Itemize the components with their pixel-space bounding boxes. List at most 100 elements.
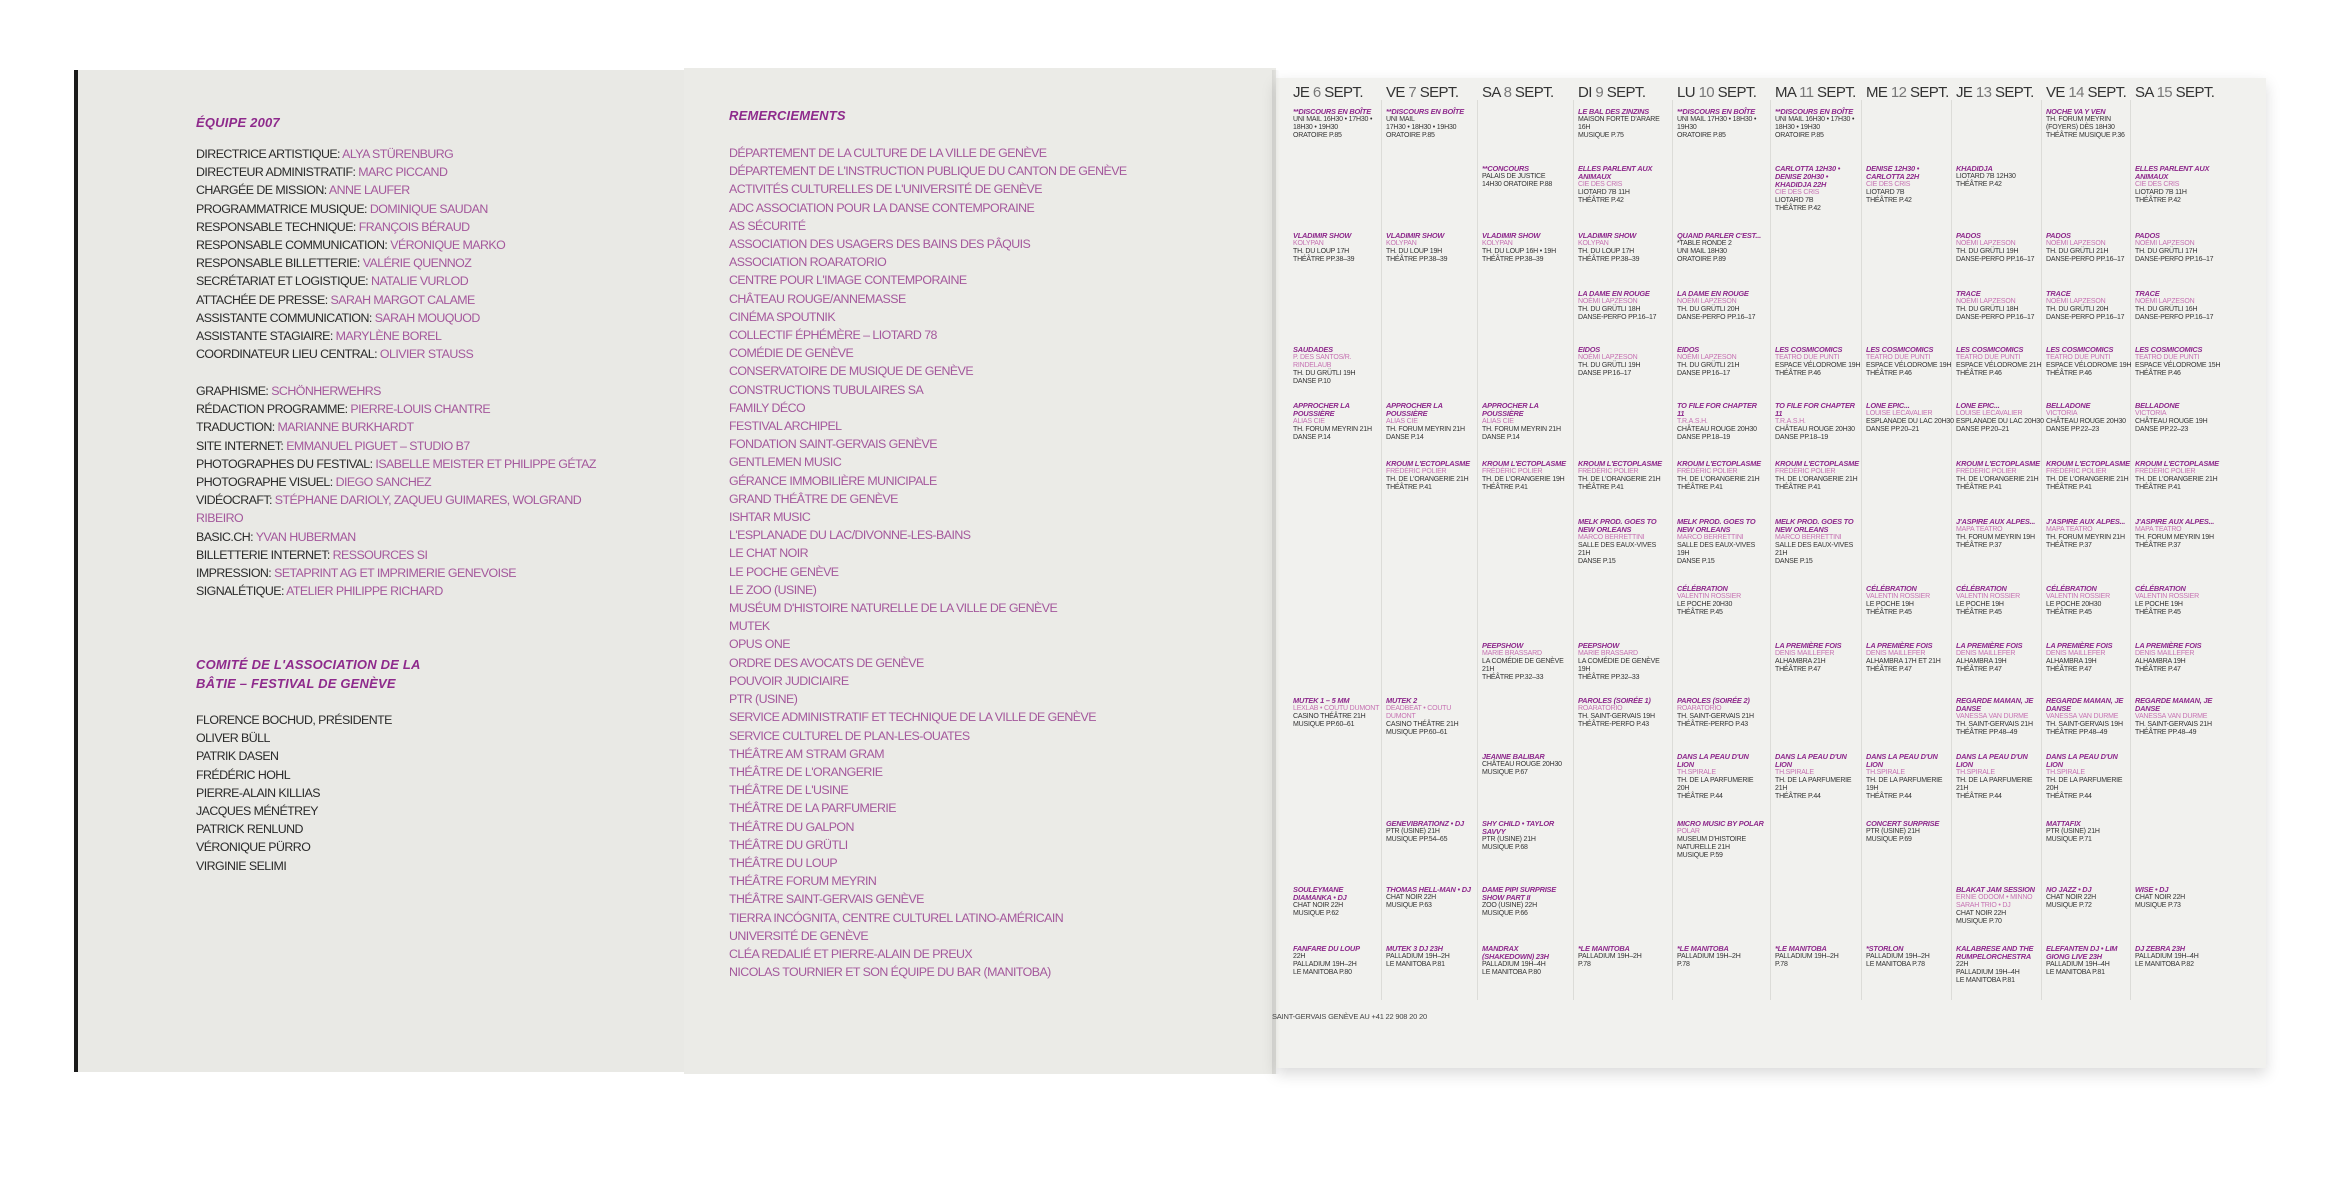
thanks-item: GENTLEMEN MUSIC <box>729 455 842 470</box>
thanks-title: REMERCIEMENTS <box>729 108 846 123</box>
event-title: CÉLÉBRATION <box>2135 584 2186 593</box>
event-company: KOLYPAN <box>1386 240 1417 247</box>
role: BILLETTERIE INTERNET: <box>196 547 330 562</box>
team-row: BILLETTERIE INTERNET: RESSOURCES SI <box>196 546 606 564</box>
event-company: VALENTIN ROSSIER <box>2135 593 2199 600</box>
event-title: KROUM L'ECTOPLASME <box>2135 459 2219 468</box>
day-date: 8 <box>1503 84 1512 101</box>
event-company: KOLYPAN <box>1578 240 1609 247</box>
event-title: APPROCHER LA POUSSIÈRE <box>1482 401 1539 418</box>
event-company: POLAR <box>1677 828 1700 835</box>
event-info: THÉÂTRE MUSIQUE P.36 <box>2046 132 2125 139</box>
person-name: MARC PICCAND <box>358 165 448 180</box>
event-info: THÉÂTRE P.42 <box>1956 181 2002 188</box>
event: LA PREMIÈRE FOIS DENIS MAILLEFER ALHAMBRA … <box>2046 642 2134 674</box>
event-title: CÉLÉBRATION <box>1866 584 1917 593</box>
event-info: CHÂTEAU ROUGE 19H <box>2135 418 2208 425</box>
event-info: P.78 <box>1677 961 1690 968</box>
event: NO JAZZ • DJ CHAT NOIR 22H MUSIQUE P.72 <box>2046 886 2134 910</box>
event: TRACE NOÉMI LAPZESON TH. DU GRÜTLI 16H DANS… <box>2135 290 2223 322</box>
event-info: THÉÂTRE P.42 <box>1866 197 1912 204</box>
role: IMPRESSION: <box>196 566 272 581</box>
event-company: VALENTIN ROSSIER <box>1866 593 1930 600</box>
event-title: LA DAME EN ROUGE <box>1578 289 1650 298</box>
event-info: THÉÂTRE P.41 <box>2135 484 2181 491</box>
day-date: 12 <box>1890 84 1907 101</box>
event: FANFARE DU LOUP 22H PALLADIUM 19H–2H LE MAN… <box>1293 945 1381 977</box>
event-info: MUSIQUE P.67 <box>1482 769 1528 776</box>
event: PADOS NOÉMI LAPZESON TH. DU GRÜTLI 17H DANS… <box>2135 232 2223 264</box>
event-title: CÉLÉBRATION <box>1677 584 1728 593</box>
column-divider <box>1672 100 1673 1000</box>
event-info: ALHAMBRA 19H <box>2046 658 2097 665</box>
event-company: VANESSA VAN DURME <box>2135 713 2208 720</box>
event: MUTEK 1 – 5 MM LEXLAB • COUTU DUMONT CASIN… <box>1293 697 1381 729</box>
event-info: 21H <box>1775 785 1788 792</box>
event-info: DANSE-PERFO PP.16–17 <box>1578 314 1657 321</box>
event-info: ZOO (USINE) 22H <box>1482 902 1537 909</box>
event-title: MELK PROD. GOES TO NEW ORLEANS <box>1775 517 1854 534</box>
event-title: WISE • DJ <box>2135 885 2169 894</box>
event: MELK PROD. GOES TO NEW ORLEANS MARCO BERR… <box>1578 518 1666 566</box>
event-title: PAROLES (SOIRÉE 2) <box>1677 696 1750 705</box>
event-info: MUSIQUE P.75 <box>1578 132 1624 139</box>
event-title: *STORLON <box>1866 944 1904 953</box>
event-info: THÉÂTRE-PERFO P.43 <box>1677 721 1748 728</box>
event-info: THÉÂTRE PP.38–39 <box>1386 256 1448 263</box>
event-title: LES COSMICOMICS <box>2135 345 2203 354</box>
event-info: TH. DU GRÜTLI 18H <box>1956 306 2019 313</box>
thanks-item: CINÉMA SPOUTNIK <box>729 309 836 324</box>
event-info: PALLADIUM 19H–2H <box>1578 953 1642 960</box>
event-company: DEADBEAT • COUTU DUMONT <box>1386 705 1452 720</box>
person-name: EMMANUEL PIGUET – STUDIO B7 <box>286 438 470 453</box>
event-company: DENIS MAILLEFER <box>2135 650 2195 657</box>
person-name: SETAPRINT AG ET IMPRIMERIE GENEVOISE <box>274 566 516 581</box>
thanks-item: THÉÂTRE DE L'ORANGERIE <box>729 764 883 779</box>
role: ATTACHÉE DE PRESSE: <box>196 292 328 307</box>
event-company: LOUISE LECAVALIER <box>1956 410 2023 417</box>
event-info: MUSIQUE P.72 <box>2046 902 2092 909</box>
thanks-item: COLLECTIF ÉPHÉMÈRE – LIOTARD 78 <box>729 328 937 343</box>
thanks-item: L'ESPLANADE DU LAC/DIVONNE-LES-BAINS <box>729 528 971 543</box>
event-info: PALLADIUM 19H–4H <box>2135 953 2199 960</box>
event-company: CIE DES CRIS <box>2135 181 2180 188</box>
event-info: TH. FORUM MEYRIN 21H <box>1482 426 1561 433</box>
committee-member: OLIVER BÜLL <box>196 731 270 746</box>
role: DIRECTRICE ARTISTIQUE: <box>196 147 341 161</box>
event-info: 16H <box>1578 124 1591 131</box>
person-name: DIEGO SANCHEZ <box>335 475 432 490</box>
event-company: MAPA TEATRO <box>2046 526 2093 533</box>
event: REGARDE MAMAN, JE DANSE VANESSA VAN DURME… <box>2046 697 2134 737</box>
team-row: PROGRAMMATRICE MUSIQUE: DOMINIQUE SAUDAN <box>196 200 616 218</box>
event-info: ALHAMBRA 21H <box>1775 658 1826 665</box>
thanks-item: MUTEK <box>729 619 770 634</box>
event-info: THÉÂTRE P.46 <box>2046 370 2092 377</box>
event-company: FRÉDÉRIC POLIER <box>2046 468 2107 475</box>
role: ASSISTANTE STAGIAIRE: <box>196 329 333 344</box>
event: LA PREMIÈRE FOIS DENIS MAILLEFER ALHAMBRA … <box>1775 642 1863 674</box>
event-title: CÉLÉBRATION <box>2046 584 2097 593</box>
event-info: TH. FORUM MEYRIN 21H <box>2046 534 2125 541</box>
event-info: THÉÂTRE PP.32–33 <box>1482 674 1544 681</box>
event-title: J'ASPIRE AUX ALPES... <box>2046 517 2126 526</box>
event-info: LE POCHE 20H30 <box>2046 601 2102 608</box>
event: DANS LA PEAU D'UN LION TH.SPIRALE TH. DE L… <box>1866 753 1954 801</box>
event-title: LA PREMIÈRE FOIS <box>1866 641 1933 650</box>
event-title: LES COSMICOMICS <box>1775 345 1843 354</box>
event-info: PALLADIUM 19H–2H <box>1677 953 1741 960</box>
event-info: THÉÂTRE P.45 <box>2046 609 2092 616</box>
event-title: LES COSMICOMICS <box>1956 345 2024 354</box>
event-info: LE MANITOBA P.80 <box>1293 969 1352 976</box>
event-info: TH. DE L'ORANGERIE 21H <box>2046 476 2129 483</box>
person-name: OLIVIER STAUSS <box>379 347 474 362</box>
event-title: MATTAFIX <box>2046 819 2081 828</box>
event-info: 14H30 ORATOIRE P.88 <box>1482 181 1553 188</box>
event-title: PEEPSHOW <box>1578 641 1620 650</box>
event: CONCERT SURPRISE PTR (USINE) 21H MUSIQUE P… <box>1866 820 1954 844</box>
event-title: BLAKAT JAM SESSION <box>1956 885 2035 894</box>
thanks-item: ISHTAR MUSIC <box>729 510 811 525</box>
event-info: PTR (USINE) 21H <box>2046 828 2100 835</box>
event: DAME PIPI SURPRISE SHOW PART II ZOO (USIN… <box>1482 886 1570 918</box>
person-name: SARAH MOUQUOD <box>374 310 481 325</box>
team-row: ATTACHÉE DE PRESSE: SARAH MARGOT CALAME <box>196 291 616 309</box>
